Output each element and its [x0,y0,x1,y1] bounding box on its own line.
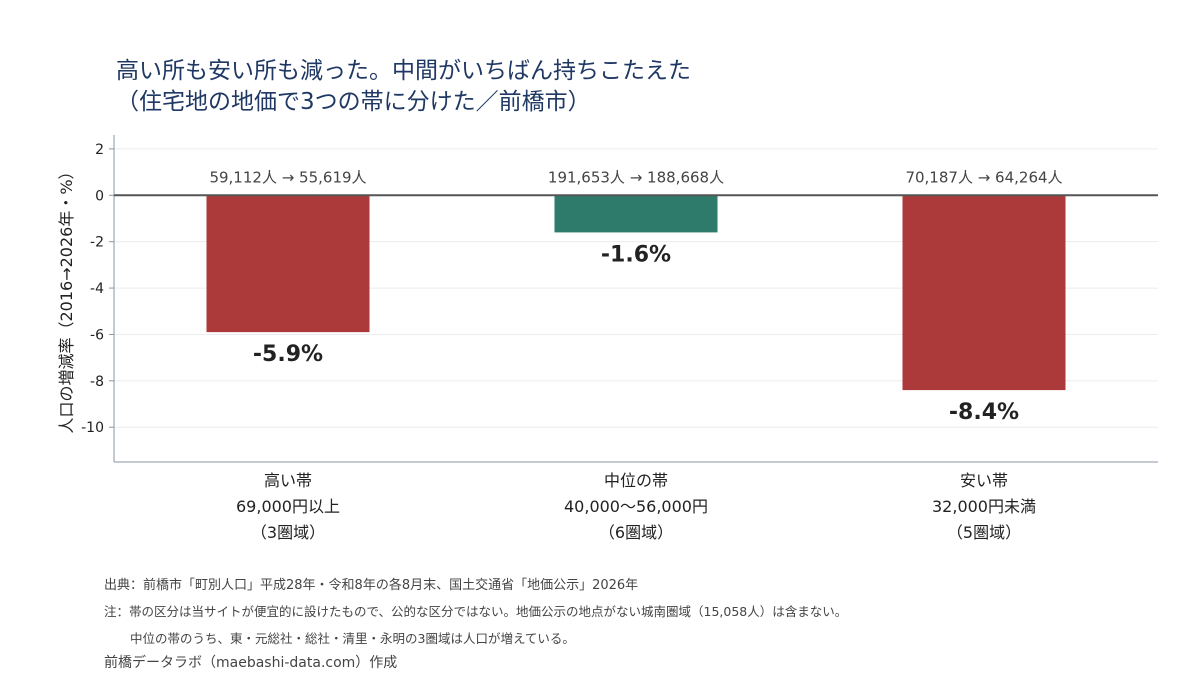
axes: 2 0 -2 -4 -6 -8 -10 人口の増減率（2016→2026年・%） [57,135,1158,463]
x-tick-areas: （6圏域） [599,523,673,542]
y-axis-label: 人口の増減率（2016→2026年・%） [57,163,76,433]
population-label: 191,653人 → 188,668人 [548,168,724,186]
x-tick-price: 32,000円未満 [932,497,1036,516]
y-tick-label: -2 [90,235,104,251]
y-tick-label: -8 [90,374,104,390]
value-label: -5.9% [253,342,323,367]
bar [902,195,1066,391]
x-tick-areas: （5圏域） [947,523,1021,542]
population-label: 70,187人 → 64,264人 [905,168,1062,186]
bar [206,195,370,333]
x-tick-label: 安い帯 [960,471,1008,490]
x-tick-label: 高い帯 [264,471,312,490]
bar-chart: 2 0 -2 -4 -6 -8 -10 人口の増減率（2016→2026年・%） 59,112… [57,135,1158,542]
chart-title: 高い所も安い所も減った。中間がいちばん持ちこたえた （住宅地の地価で3つの帯に分… [116,58,691,115]
value-label: -1.6% [601,242,671,267]
population-label: 59,112人 → 55,619人 [209,168,366,186]
bar [554,195,718,233]
x-tick-price: 40,000〜56,000円 [564,497,708,516]
credit-line: 前橋データラボ（maebashi-data.com）作成 [104,655,398,671]
bars [206,195,1066,391]
y-tick-label: -6 [90,327,104,343]
value-label: -8.4% [949,400,1019,425]
footnote-1: 注：帯の区分は当サイトが便宜的に設けたもので、公的な区分ではない。地価公示の地点… [104,604,848,619]
footnote-2: 中位の帯のうち、東・元総社・総社・清里・永明の3圏域は人口が増えている。 [130,631,575,646]
y-tick-label: -10 [81,420,104,436]
x-tick-label: 中位の帯 [604,471,668,490]
y-tick-label: -4 [90,281,104,297]
source-note: 出典：前橋市「町別人口」平成28年・令和8年の各8月末、国土交通省「地価公示」2… [104,578,639,593]
y-tick-label: 0 [95,188,104,204]
x-tick-areas: （3圏域） [251,523,325,542]
x-tick-price: 69,000円以上 [236,497,340,516]
y-tick-label: 2 [95,142,104,158]
labels: 59,112人 → 55,619人 -5.9% 高い帯 69,000円以上 （3圏域） 1… [209,168,1062,542]
